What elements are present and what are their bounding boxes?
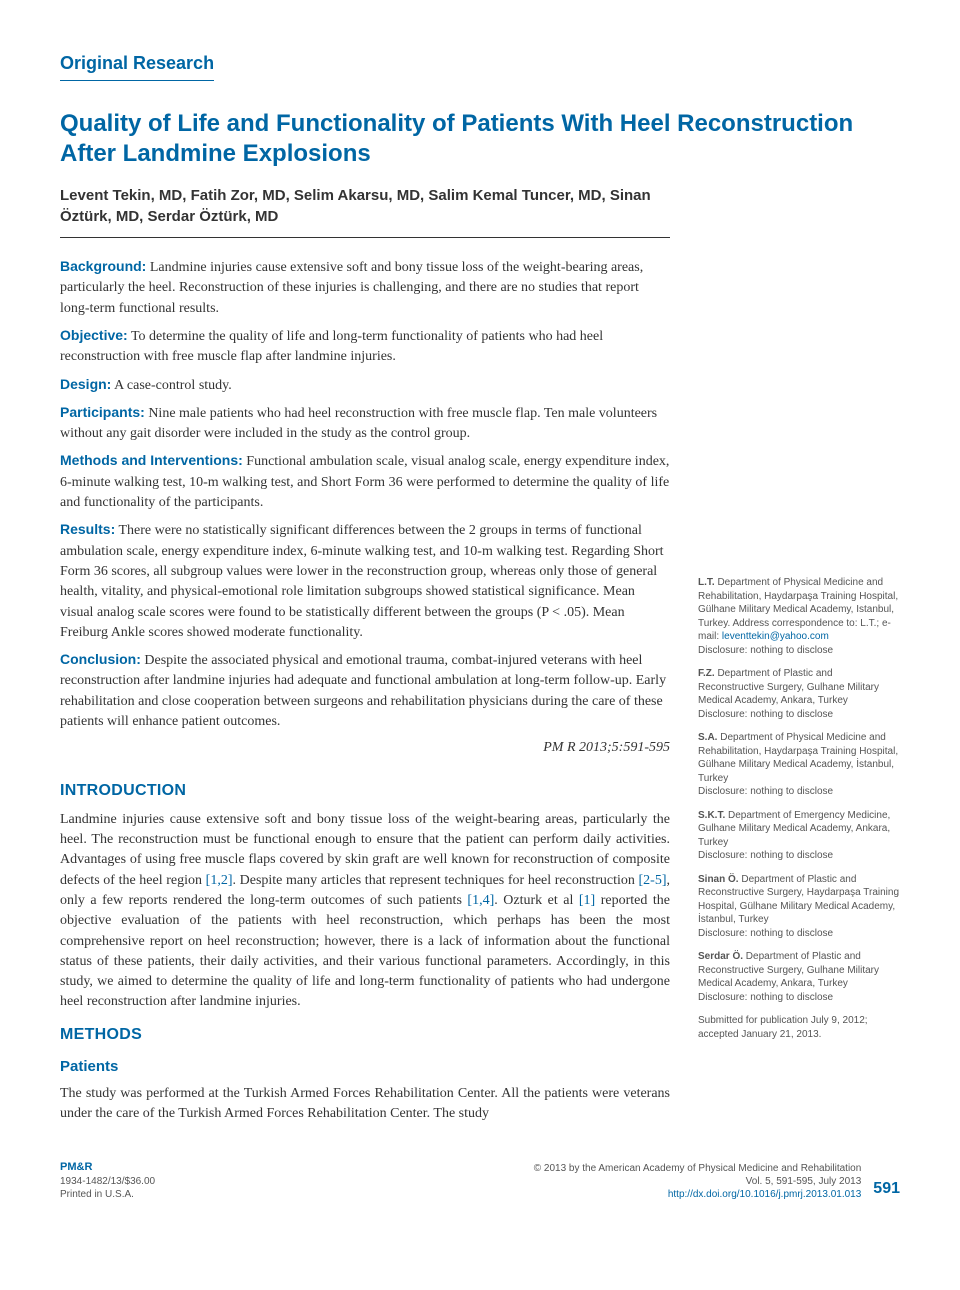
doi-link[interactable]: http://dx.doi.org/10.1016/j.pmrj.2013.01…: [668, 1189, 861, 1200]
abstract-results: Results: There were no statistically sig…: [60, 519, 670, 643]
introduction-paragraph: Landmine injuries cause extensive soft a…: [60, 810, 670, 1013]
disclosure: Disclosure: nothing to disclose: [698, 992, 833, 1003]
intro-text: . Despite many articles that represent t…: [232, 873, 638, 888]
affiliation-text: Department of Physical Medicine and Reha…: [698, 732, 898, 784]
affiliation-text: Department of Emergency Medicine, Gulhan…: [698, 810, 890, 848]
disclosure: Disclosure: nothing to disclose: [698, 709, 833, 720]
affiliation: Sinan Ö. Department of Plastic and Recon…: [698, 873, 900, 941]
printed-in: Printed in U.S.A.: [60, 1189, 134, 1200]
section-label: Original Research: [60, 50, 214, 81]
journal-name: PM&R: [60, 1161, 92, 1173]
disclosure: Disclosure: nothing to disclose: [698, 786, 833, 797]
citation: PM R 2013;5:591-595: [60, 738, 670, 758]
abstract-text: Despite the associated physical and emot…: [60, 653, 666, 729]
affiliation: Serdar Ö. Department of Plastic and Reco…: [698, 950, 900, 1004]
submission-dates: Submitted for publication July 9, 2012; …: [698, 1014, 900, 1041]
reference-link[interactable]: [1]: [579, 893, 595, 908]
abstract-label: Results:: [60, 521, 115, 537]
email-link[interactable]: leventtekin@yahoo.com: [722, 631, 829, 642]
article-title: Quality of Life and Functionality of Pat…: [60, 109, 900, 169]
affiliations-sidebar: L.T. Department of Physical Medicine and…: [698, 256, 900, 1130]
copyright: © 2013 by the American Academy of Physic…: [534, 1163, 862, 1174]
abstract-conclusion: Conclusion: Despite the associated physi…: [60, 649, 670, 732]
footer-left: PM&R 1934-1482/13/$36.00 Printed in U.S.…: [60, 1160, 155, 1200]
abstract-label: Participants:: [60, 404, 145, 420]
author-initials: Serdar Ö.: [698, 951, 743, 962]
page-footer: PM&R 1934-1482/13/$36.00 Printed in U.S.…: [60, 1160, 900, 1200]
affiliation: L.T. Department of Physical Medicine and…: [698, 576, 900, 657]
affiliation: S.A. Department of Physical Medicine and…: [698, 731, 900, 799]
main-column: Background: Landmine injuries cause exte…: [60, 256, 670, 1130]
methods-heading: METHODS: [60, 1023, 670, 1046]
abstract-label: Background:: [60, 258, 146, 274]
disclosure: Disclosure: nothing to disclose: [698, 645, 833, 656]
affiliation: S.K.T. Department of Emergency Medicine,…: [698, 809, 900, 863]
author-list: Levent Tekin, MD, Fatih Zor, MD, Selim A…: [60, 185, 670, 238]
abstract-label: Objective:: [60, 327, 128, 343]
author-initials: S.K.T.: [698, 810, 725, 821]
introduction-heading: INTRODUCTION: [60, 779, 670, 802]
issn: 1934-1482/13/$36.00: [60, 1176, 155, 1187]
abstract-background: Background: Landmine injuries cause exte…: [60, 256, 670, 319]
disclosure: Disclosure: nothing to disclose: [698, 850, 833, 861]
page-number: 591: [873, 1177, 900, 1200]
abstract-text: A case-control study.: [111, 378, 231, 393]
reference-link[interactable]: [1,4]: [467, 893, 494, 908]
abstract-text: To determine the quality of life and lon…: [60, 329, 603, 364]
abstract-objective: Objective: To determine the quality of l…: [60, 325, 670, 368]
patients-subheading: Patients: [60, 1056, 670, 1078]
abstract-text: Landmine injuries cause extensive soft a…: [60, 260, 643, 316]
author-initials: Sinan Ö.: [698, 874, 739, 885]
author-initials: L.T.: [698, 577, 715, 588]
disclosure: Disclosure: nothing to disclose: [698, 928, 833, 939]
abstract-text: There were no statistically significant …: [60, 523, 664, 639]
author-initials: S.A.: [698, 732, 717, 743]
volume-info: Vol. 5, 591-595, July 2013: [746, 1176, 862, 1187]
footer-right: © 2013 by the American Academy of Physic…: [534, 1162, 900, 1201]
abstract-methods: Methods and Interventions: Functional am…: [60, 450, 670, 513]
affiliation-text: Department of Plastic and Reconstructive…: [698, 668, 879, 706]
methods-paragraph: The study was performed at the Turkish A…: [60, 1084, 670, 1125]
abstract-label: Methods and Interventions:: [60, 452, 243, 468]
abstract-participants: Participants: Nine male patients who had…: [60, 402, 670, 445]
intro-text: . Ozturk et al: [494, 893, 579, 908]
abstract-design: Design: A case-control study.: [60, 374, 670, 396]
author-initials: F.Z.: [698, 668, 715, 679]
abstract-label: Conclusion:: [60, 651, 141, 667]
abstract-label: Design:: [60, 376, 111, 392]
two-column-layout: Background: Landmine injuries cause exte…: [60, 256, 900, 1130]
abstract-text: Nine male patients who had heel reconstr…: [60, 406, 657, 441]
affiliation: F.Z. Department of Plastic and Reconstru…: [698, 667, 900, 721]
reference-link[interactable]: [1,2]: [206, 873, 233, 888]
intro-text: reported the objective evaluation of the…: [60, 893, 670, 1009]
reference-link[interactable]: [2-5]: [639, 873, 667, 888]
